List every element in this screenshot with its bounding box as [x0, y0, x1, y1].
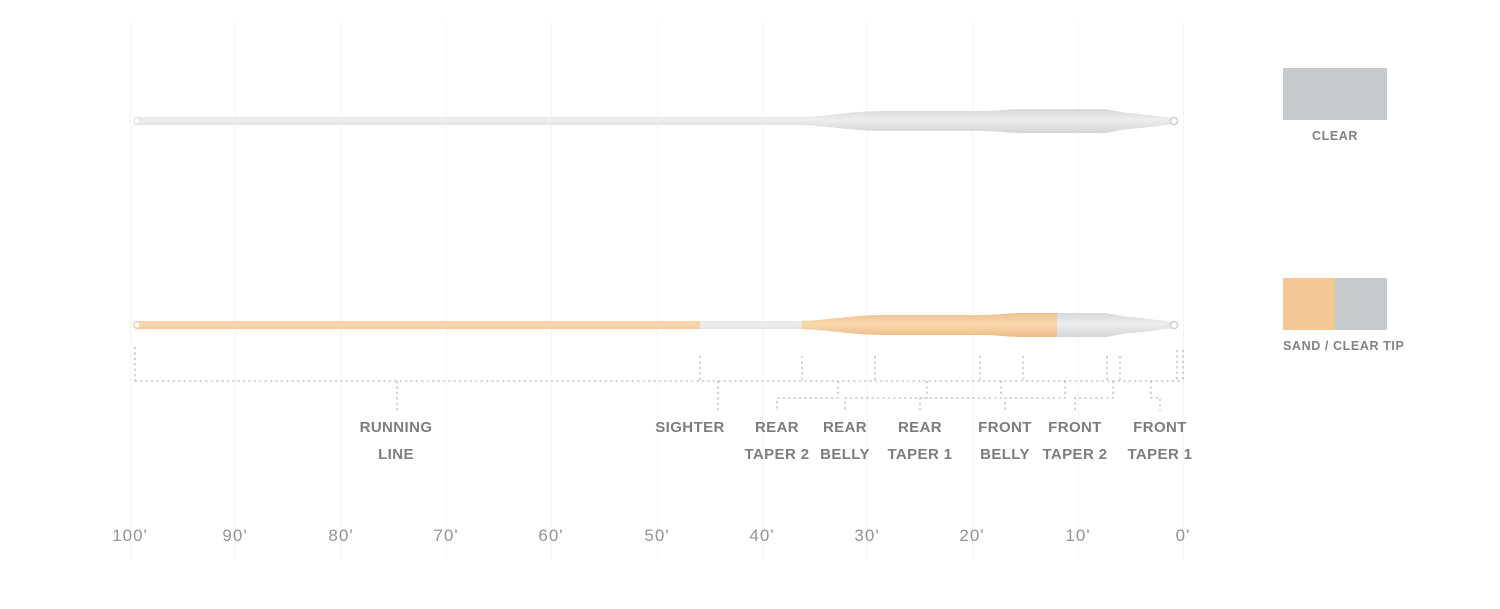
axis-tick-60ft: 60' [538, 526, 564, 545]
gridline [551, 22, 552, 560]
line-tip-loop-icon [1169, 320, 1179, 330]
line-tip-loop-icon [1169, 116, 1179, 126]
legend-sand-clear-tip-label: SAND / CLEAR TIP [1283, 339, 1405, 353]
gridline [657, 22, 658, 560]
clear-tip-section [1057, 313, 1174, 337]
segment-label-rear-belly: REAR BELLY [765, 414, 925, 468]
sighter-clear-section [700, 320, 802, 330]
segment-label-front-taper-2: FRONT TAPER 2 [995, 414, 1155, 468]
segment-label-text: BELLY [820, 446, 870, 463]
segment-label-text: REAR [822, 419, 868, 436]
axis-tick-20ft: 20' [959, 526, 985, 545]
segment-label-text: TAPER 2 [744, 446, 810, 463]
sand-color-swatch [1283, 278, 1335, 330]
segment-label-text: TAPER 1 [1127, 446, 1193, 463]
segment-label-text: TAPER 1 [887, 446, 953, 463]
segment-label-text: SIGHTER [655, 419, 725, 436]
sand-clear-tip-line-profile [133, 313, 1179, 337]
segment-label-text: REAR [897, 419, 943, 436]
connector-front-taper-1 [1150, 381, 1161, 411]
axis-tick-50ft: 50' [644, 526, 670, 545]
legend-clear: CLEAR [1283, 68, 1387, 143]
segment-label-text: FRONT [1133, 419, 1187, 436]
line-start-loop-icon [133, 117, 141, 125]
axis-tick-80ft: 80' [328, 526, 354, 545]
segment-label-text: LINE [378, 446, 414, 463]
axis-tick-70ft: 70' [433, 526, 459, 545]
gridline [130, 22, 131, 560]
segment-label-text: FRONT [978, 419, 1032, 436]
segment-label-text: TAPER 2 [1042, 446, 1108, 463]
segment-label-text: REAR [754, 419, 800, 436]
axis-tick-90ft: 90' [222, 526, 248, 545]
gridline [446, 22, 447, 560]
clear-line-profile [133, 109, 1179, 133]
segment-label-front-taper-1: FRONT TAPER 1 [1080, 414, 1240, 468]
axis-tick-10ft: 10' [1065, 526, 1091, 545]
legend-sand-clear-tip: SAND / CLEAR TIP [1283, 278, 1405, 353]
measurement-bracket [134, 347, 1184, 411]
segment-label-rear-taper-2: REAR TAPER 2 [697, 414, 857, 468]
axis-tick-0ft: 0' [1175, 526, 1191, 545]
gridline [1183, 22, 1184, 560]
segment-label-running-line: RUNNING LINE [316, 414, 476, 468]
line-start-loop-icon [133, 321, 141, 329]
gridline [972, 22, 973, 560]
connector-rear-belly [844, 381, 928, 411]
gridline [762, 22, 763, 560]
legend-clear-label: CLEAR [1311, 129, 1359, 143]
segment-label-text: RUNNING [359, 419, 433, 436]
gridline [341, 22, 342, 560]
connector-rear-taper-2 [776, 381, 839, 411]
connector-front-belly [1004, 381, 1066, 411]
connector-rear-taper-1 [919, 381, 1002, 411]
gridline [867, 22, 868, 560]
segment-label-text: FRONT [1048, 419, 1102, 436]
gridline [235, 22, 236, 560]
gridline [1078, 22, 1079, 560]
clear-color-swatch [1283, 68, 1387, 120]
axis-tick-100ft: 100' [112, 526, 148, 545]
segment-label-text: BELLY [980, 446, 1030, 463]
axis-tick-40ft: 40' [749, 526, 775, 545]
axis-tick-30ft: 30' [854, 526, 880, 545]
clear-color-swatch [1335, 278, 1387, 330]
connector-front-taper-2 [1074, 381, 1114, 411]
segment-label-sighter: SIGHTER [610, 414, 770, 441]
segment-label-rear-taper-1: REAR TAPER 1 [840, 414, 1000, 468]
segment-label-front-belly: FRONT BELLY [925, 414, 1085, 468]
